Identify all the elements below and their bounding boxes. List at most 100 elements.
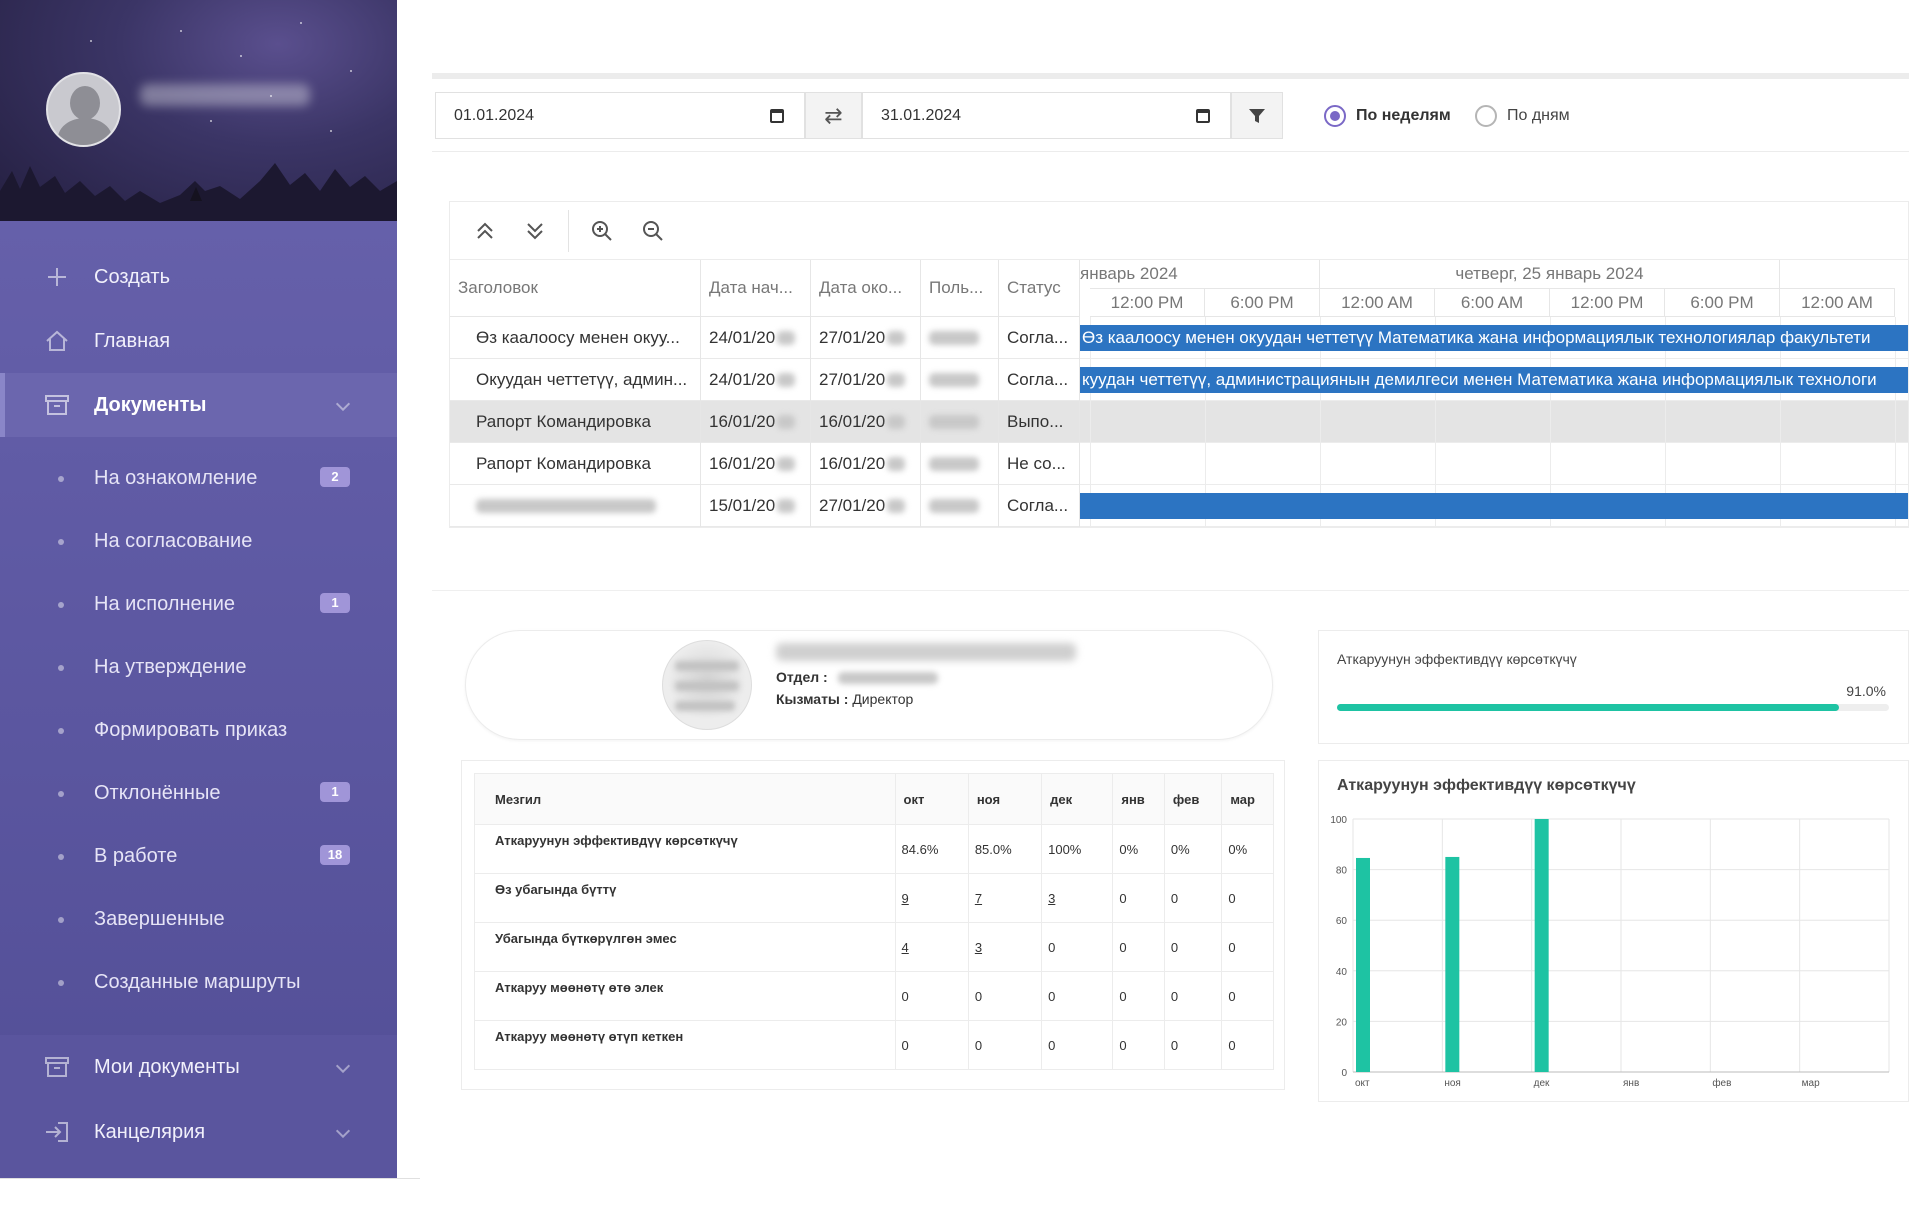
- calendar-icon[interactable]: [770, 109, 784, 123]
- date-from-input[interactable]: 01.01.2024: [435, 92, 805, 139]
- table-row[interactable]: Өз каалоосу менен окуу... 24/01/20 27/01…: [450, 317, 1080, 359]
- sub-item-acquaintance[interactable]: На ознакомление 2: [0, 447, 397, 510]
- sub-item-confirmation[interactable]: На утверждение: [0, 636, 397, 699]
- gantt-task-bar[interactable]: куудан четтетүү, администрациянын демилг…: [1080, 367, 1908, 393]
- cell-title: Рапорт Командировка: [450, 401, 701, 443]
- efficiency-card: Аткаруунун эффективдүү көрсөткүчү 91.0%: [1318, 630, 1909, 744]
- nav-documents[interactable]: Документы: [0, 373, 397, 437]
- sub-item-approval[interactable]: На согласование: [0, 510, 397, 573]
- cell-end: 27/01/20: [811, 359, 921, 401]
- avatar[interactable]: [46, 72, 121, 147]
- nav-create-label: Создать: [94, 265, 171, 288]
- sub-item-created-routes[interactable]: Созданные маршруты: [0, 951, 397, 1014]
- bullet-icon: [58, 728, 64, 734]
- performance-dashboard: Отдел : Кызматы : Директор Аткаруунун эф…: [453, 618, 1909, 1123]
- cell-start: 24/01/20: [701, 359, 811, 401]
- cell-status: Согла...: [999, 359, 1080, 401]
- cell-status: Выпо...: [999, 401, 1080, 443]
- sub-item-completed[interactable]: Завершенные: [0, 888, 397, 951]
- apply-filter-button[interactable]: [1231, 92, 1283, 139]
- row-label: Убагында бүткөрүлгөн эмес: [474, 922, 896, 972]
- gantt-task-bar[interactable]: Өз каалоосу менен окуудан четтетүү Матем…: [1080, 325, 1908, 351]
- col-header-period: Мезгил: [474, 773, 896, 825]
- timeline-hour: 12:00 AM: [1780, 288, 1895, 317]
- nav-my-documents[interactable]: Мои документы: [0, 1035, 397, 1100]
- table-cell-link[interactable]: 9: [894, 873, 969, 923]
- sidebar-bottom-nav: Мои документы Канцелярия: [0, 1035, 397, 1178]
- zoom-in-button[interactable]: [587, 216, 617, 246]
- cell-user: [921, 359, 999, 401]
- y-tick-label: 60: [1336, 916, 1348, 927]
- cell-end: 27/01/20: [811, 485, 921, 527]
- table-row[interactable]: Рапорт Командировка 16/01/20 16/01/20 Вы…: [450, 401, 1080, 443]
- table-cell-link[interactable]: 3: [1041, 873, 1114, 923]
- gantt-task-bar[interactable]: [1080, 493, 1908, 519]
- cell-end: 16/01/20: [811, 401, 921, 443]
- chevron-down-icon: [335, 396, 351, 412]
- table-cell-link[interactable]: 7: [967, 873, 1043, 923]
- sub-item-label: Созданные маршруты: [94, 971, 301, 993]
- table-row[interactable]: 15/01/20 27/01/20 Согла...: [450, 485, 1080, 527]
- cell-status: Согла...: [999, 485, 1080, 527]
- x-tick-label: янв: [1623, 1078, 1639, 1089]
- zoom-in-icon: [592, 221, 612, 241]
- count-badge: 1: [320, 593, 350, 613]
- radio-by-days[interactable]: По дням: [1475, 105, 1570, 127]
- collapse-all-button[interactable]: [470, 216, 500, 246]
- col-header-start[interactable]: Дата нач...: [701, 260, 811, 317]
- radio-by-weeks[interactable]: По неделям: [1324, 105, 1451, 127]
- col-header-month: дек: [1041, 773, 1114, 825]
- gantt-chart: Заголовок Дата нач... Дата око... Поль..…: [449, 201, 1909, 528]
- date-filter-bar: 01.01.2024 ⇄ 31.01.2024 По неделям По дн…: [432, 79, 1909, 152]
- cell-end: 27/01/20: [811, 317, 921, 359]
- table-row[interactable]: Рапорт Командировка 16/01/20 16/01/20 Не…: [450, 443, 1080, 485]
- nav-create[interactable]: Создать: [0, 245, 397, 309]
- sub-item-label: На ознакомление: [94, 467, 258, 489]
- table-cell: 0%: [1163, 824, 1223, 874]
- nav-office[interactable]: Канцелярия: [0, 1100, 397, 1165]
- nav-home[interactable]: Главная: [0, 309, 397, 373]
- zoom-out-button[interactable]: [638, 216, 668, 246]
- table-cell: 0: [1112, 922, 1165, 972]
- y-tick-label: 0: [1341, 1068, 1347, 1079]
- sub-item-label: На исполнение: [94, 593, 235, 615]
- table-row[interactable]: Окуудан четтетүү, админ... 24/01/20 27/0…: [450, 359, 1080, 401]
- user-name-blurred: [140, 84, 310, 106]
- timeline-hour: 6:00 AM: [1435, 288, 1550, 317]
- date-to-input[interactable]: 31.01.2024: [862, 92, 1231, 139]
- timeline-hour: 12:00 PM: [1550, 288, 1665, 317]
- nav-office-label: Канцелярия: [94, 1121, 206, 1143]
- col-header-title[interactable]: Заголовок: [450, 260, 701, 317]
- cell-title: Өз каалоосу менен окуу...: [450, 317, 701, 359]
- table-cell: 0: [1041, 922, 1114, 972]
- gantt-grid: Заголовок Дата нач... Дата око... Поль..…: [450, 260, 1080, 527]
- table-cell-link[interactable]: 3: [967, 922, 1043, 972]
- cell-user: [921, 401, 999, 443]
- efficiency-percent: 91.0%: [1846, 683, 1886, 699]
- col-header-end[interactable]: Дата око...: [811, 260, 921, 317]
- x-tick-label: фев: [1712, 1077, 1731, 1089]
- profile-name-blurred: [776, 643, 1076, 661]
- timeline-hour: 6:00 PM: [1205, 288, 1320, 317]
- sub-item-rejected[interactable]: Отклонённые 1: [0, 762, 397, 825]
- calendar-icon[interactable]: [1196, 109, 1210, 123]
- efficiency-progress-track: [1337, 704, 1889, 711]
- table-row: Өз убагында бүттү 9 7 3 0 0 0: [474, 873, 1274, 923]
- swap-dates-button[interactable]: ⇄: [805, 92, 862, 139]
- timeline-day-label: четверг, 25 январь 2024: [1320, 260, 1780, 288]
- expand-all-button[interactable]: [520, 216, 550, 246]
- table-cell-link[interactable]: 4: [894, 922, 969, 972]
- y-tick-label: 80: [1336, 866, 1348, 877]
- sub-item-execution[interactable]: На исполнение 1: [0, 573, 397, 636]
- sub-item-form-order[interactable]: Формировать приказ: [0, 699, 397, 762]
- col-header-user[interactable]: Поль...: [921, 260, 999, 317]
- sub-item-label: Формировать приказ: [94, 719, 288, 741]
- efficiency-chart-card: Аткаруунун эффективдүү көрсөткүчү 0 20 40 6…: [1318, 760, 1909, 1102]
- cell-end: 16/01/20: [811, 443, 921, 485]
- table-cell: 0%: [1112, 824, 1165, 874]
- col-header-status[interactable]: Статус: [999, 260, 1080, 317]
- sub-item-in-progress[interactable]: В работе 18: [0, 825, 397, 888]
- table-cell: 0: [1163, 873, 1223, 923]
- x-tick-label: окт: [1355, 1078, 1370, 1089]
- documents-submenu: На ознакомление 2 На согласование На исп…: [0, 437, 397, 1014]
